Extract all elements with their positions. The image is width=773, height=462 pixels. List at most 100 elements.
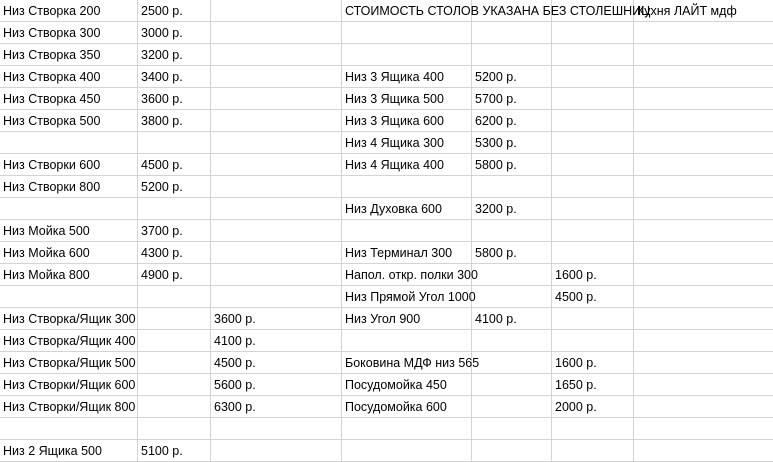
table-cell[interactable]	[341, 43, 472, 66]
table-cell[interactable]	[551, 219, 634, 242]
table-cell[interactable]: 4100 р.	[210, 329, 342, 352]
table-cell[interactable]	[0, 131, 138, 154]
table-cell[interactable]: Низ Мойка 800	[0, 263, 138, 286]
table-cell[interactable]	[633, 131, 773, 154]
table-cell[interactable]: Низ Створка/Ящик 500	[0, 351, 138, 374]
table-cell[interactable]: Низ Створка/Ящик 400	[0, 329, 138, 352]
table-cell[interactable]: 5200 р.	[471, 65, 552, 88]
table-cell[interactable]: 3400 р.	[137, 65, 211, 88]
table-cell[interactable]	[633, 65, 773, 88]
table-cell[interactable]	[137, 197, 211, 220]
table-cell[interactable]: Низ Створка 200	[0, 0, 138, 22]
table-cell[interactable]: Низ Створки/Ящик 800	[0, 395, 138, 418]
table-cell[interactable]	[633, 373, 773, 396]
table-cell[interactable]: 3600 р.	[210, 307, 342, 330]
table-cell[interactable]	[137, 285, 211, 308]
table-cell[interactable]	[551, 175, 634, 198]
table-cell[interactable]: Низ 3 Ящика 500	[341, 87, 472, 110]
table-cell[interactable]	[341, 219, 472, 242]
table-cell[interactable]: Кухня ЛАЙТ мдф	[633, 0, 773, 22]
table-cell[interactable]	[210, 153, 342, 176]
table-cell[interactable]	[551, 307, 634, 330]
table-cell[interactable]	[210, 241, 342, 264]
table-cell[interactable]	[633, 43, 773, 66]
table-cell[interactable]	[137, 307, 211, 330]
table-cell[interactable]	[137, 373, 211, 396]
table-cell[interactable]	[210, 65, 342, 88]
table-cell[interactable]	[210, 285, 342, 308]
table-cell[interactable]: Низ Мойка 600	[0, 241, 138, 264]
table-cell[interactable]: 6300 р.	[210, 395, 342, 418]
table-cell[interactable]: Боковина МДФ низ 565	[341, 351, 479, 374]
table-cell[interactable]: Низ Створки 800	[0, 175, 138, 198]
table-cell[interactable]	[341, 175, 472, 198]
table-cell[interactable]: Низ Створка 400	[0, 65, 138, 88]
table-cell[interactable]	[633, 439, 773, 462]
table-cell[interactable]	[551, 109, 634, 132]
table-cell[interactable]	[633, 329, 773, 352]
table-cell[interactable]	[210, 0, 342, 22]
table-cell[interactable]: Низ Духовка 600	[341, 197, 472, 220]
table-cell[interactable]	[210, 87, 342, 110]
table-cell[interactable]	[633, 241, 773, 264]
table-cell[interactable]	[0, 417, 138, 440]
table-cell[interactable]	[633, 285, 773, 308]
table-cell[interactable]: 5800 р.	[471, 241, 552, 264]
table-cell[interactable]	[210, 109, 342, 132]
table-cell[interactable]	[633, 263, 773, 286]
table-cell[interactable]: Низ Створка 500	[0, 109, 138, 132]
table-cell[interactable]: Низ Створка 300	[0, 21, 138, 44]
table-cell[interactable]: Низ Створки/Ящик 600	[0, 373, 138, 396]
table-cell[interactable]: СТОИМОСТЬ СТОЛОВ УКАЗАНА БЕЗ СТОЛЕШНИЦ	[341, 0, 650, 22]
table-cell[interactable]	[210, 417, 342, 440]
table-cell[interactable]	[633, 351, 773, 374]
table-cell[interactable]	[137, 351, 211, 374]
table-cell[interactable]	[210, 43, 342, 66]
table-cell[interactable]	[633, 395, 773, 418]
table-cell[interactable]: 5300 р.	[471, 131, 552, 154]
table-cell[interactable]	[471, 373, 552, 396]
table-cell[interactable]	[633, 21, 773, 44]
table-cell[interactable]	[471, 395, 552, 418]
table-cell[interactable]: 5800 р.	[471, 153, 552, 176]
table-cell[interactable]	[210, 439, 342, 462]
table-cell[interactable]	[633, 153, 773, 176]
table-cell[interactable]	[633, 417, 773, 440]
table-cell[interactable]	[551, 21, 634, 44]
table-cell[interactable]	[551, 329, 634, 352]
table-cell[interactable]	[341, 439, 472, 462]
table-cell[interactable]: 5700 р.	[471, 87, 552, 110]
table-cell[interactable]	[137, 395, 211, 418]
table-cell[interactable]	[471, 263, 552, 286]
table-cell[interactable]	[471, 0, 552, 22]
table-cell[interactable]	[551, 0, 634, 22]
table-cell[interactable]: Посудомойка 600	[341, 395, 472, 418]
table-cell[interactable]	[471, 351, 552, 374]
table-cell[interactable]: Посудомойка 450	[341, 373, 472, 396]
table-cell[interactable]: Низ Мойка 500	[0, 219, 138, 242]
table-cell[interactable]: 3800 р.	[137, 109, 211, 132]
table-cell[interactable]: 2500 р.	[137, 0, 211, 22]
table-cell[interactable]	[471, 329, 552, 352]
table-cell[interactable]	[471, 43, 552, 66]
table-cell[interactable]: 4100 р.	[471, 307, 552, 330]
table-cell[interactable]: 1600 р.	[551, 351, 634, 374]
table-cell[interactable]: Низ 4 Ящика 400	[341, 153, 472, 176]
table-cell[interactable]	[137, 329, 211, 352]
table-cell[interactable]	[471, 417, 552, 440]
table-cell[interactable]: 3200 р.	[137, 43, 211, 66]
table-cell[interactable]: Низ Створка 450	[0, 87, 138, 110]
table-cell[interactable]	[633, 197, 773, 220]
table-cell[interactable]	[137, 131, 211, 154]
table-cell[interactable]	[471, 21, 552, 44]
table-cell[interactable]: 5200 р.	[137, 175, 211, 198]
table-cell[interactable]	[210, 263, 342, 286]
table-cell[interactable]: 4900 р.	[137, 263, 211, 286]
table-cell[interactable]	[0, 285, 138, 308]
table-cell[interactable]	[551, 153, 634, 176]
table-cell[interactable]: 3700 р.	[137, 219, 211, 242]
table-cell[interactable]: Низ Угол 900	[341, 307, 472, 330]
table-cell[interactable]: 2000 р.	[551, 395, 634, 418]
table-cell[interactable]: 4500 р.	[551, 285, 634, 308]
table-cell[interactable]	[0, 197, 138, 220]
